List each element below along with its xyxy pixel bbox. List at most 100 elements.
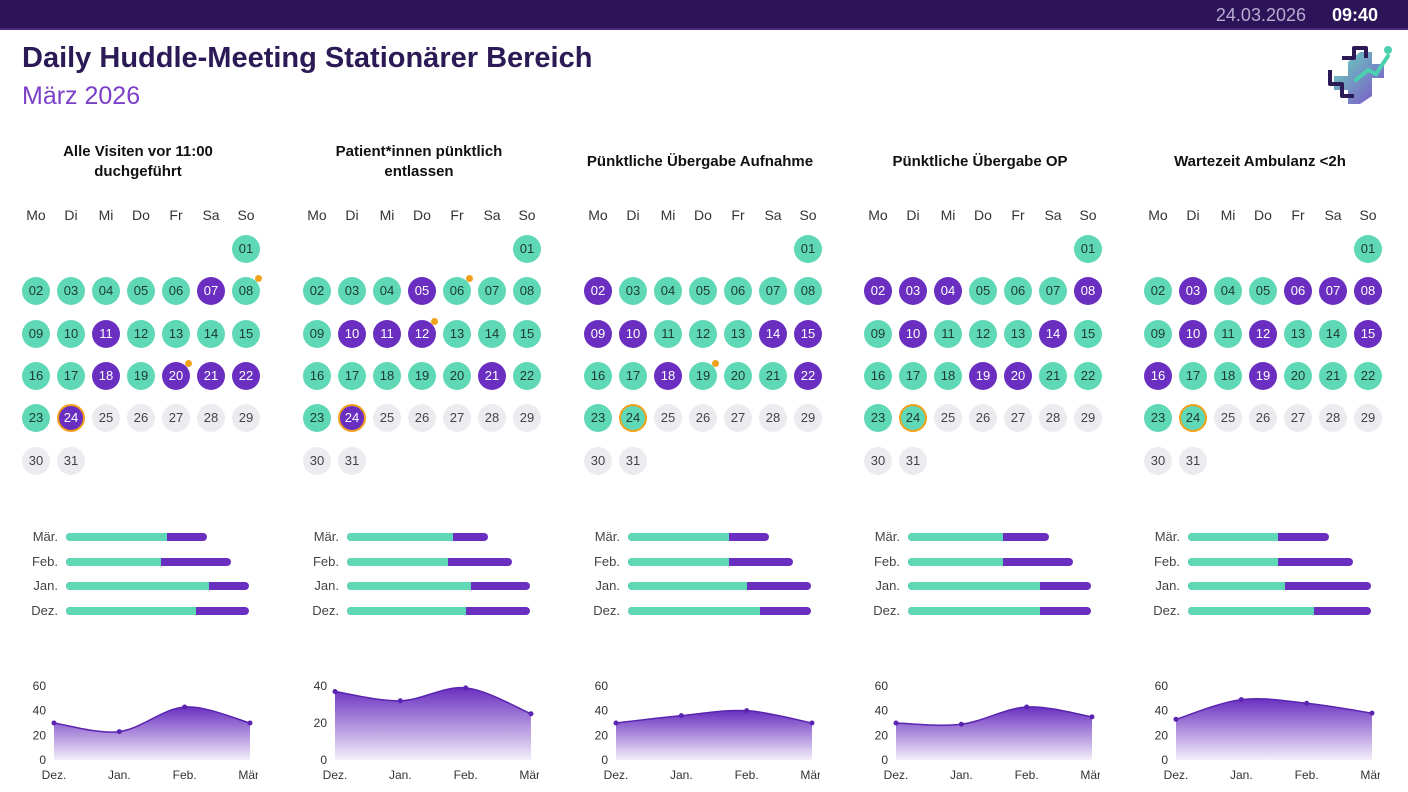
calendar-day[interactable]: 17 xyxy=(899,362,927,390)
calendar-day[interactable]: 26 xyxy=(408,404,436,432)
calendar-day[interactable]: 10 xyxy=(899,320,927,348)
calendar-day[interactable]: 12 xyxy=(408,318,438,348)
calendar-day[interactable]: 19 xyxy=(689,360,719,390)
calendar-day[interactable]: 07 xyxy=(1039,277,1067,305)
calendar-day[interactable]: 11 xyxy=(373,320,401,348)
calendar-day[interactable]: 03 xyxy=(338,277,366,305)
calendar-day[interactable]: 31 xyxy=(619,447,647,475)
calendar-day[interactable]: 24 xyxy=(57,404,85,432)
calendar-day[interactable]: 05 xyxy=(1249,277,1277,305)
calendar-day[interactable]: 11 xyxy=(934,320,962,348)
calendar-day[interactable]: 20 xyxy=(1004,362,1032,390)
calendar-day[interactable]: 30 xyxy=(584,447,612,475)
calendar-day[interactable]: 19 xyxy=(1249,362,1277,390)
calendar-day[interactable]: 07 xyxy=(197,277,225,305)
calendar-day[interactable]: 15 xyxy=(232,320,260,348)
calendar-day[interactable]: 17 xyxy=(1179,362,1207,390)
calendar-day[interactable]: 08 xyxy=(1354,277,1382,305)
calendar-day[interactable]: 31 xyxy=(1179,447,1207,475)
calendar-day[interactable]: 24 xyxy=(1179,404,1207,432)
calendar-day[interactable]: 03 xyxy=(619,277,647,305)
calendar-day[interactable]: 10 xyxy=(1179,320,1207,348)
calendar-day[interactable]: 18 xyxy=(373,362,401,390)
calendar-day[interactable]: 19 xyxy=(408,362,436,390)
calendar-day[interactable]: 18 xyxy=(934,362,962,390)
calendar-day[interactable]: 27 xyxy=(1004,404,1032,432)
calendar-day[interactable]: 24 xyxy=(338,404,366,432)
calendar-day[interactable]: 28 xyxy=(759,404,787,432)
calendar-day[interactable]: 01 xyxy=(1354,235,1382,263)
calendar-day[interactable]: 17 xyxy=(57,362,85,390)
calendar-day[interactable]: 12 xyxy=(969,320,997,348)
calendar-day[interactable]: 14 xyxy=(478,320,506,348)
calendar-day[interactable]: 21 xyxy=(759,362,787,390)
calendar-day[interactable]: 02 xyxy=(22,277,50,305)
calendar-day[interactable]: 16 xyxy=(864,362,892,390)
calendar-day[interactable]: 10 xyxy=(619,320,647,348)
calendar-day[interactable]: 29 xyxy=(513,404,541,432)
calendar-day[interactable]: 28 xyxy=(1039,404,1067,432)
calendar-day[interactable]: 22 xyxy=(513,362,541,390)
calendar-day[interactable]: 17 xyxy=(338,362,366,390)
calendar-day[interactable]: 31 xyxy=(338,447,366,475)
calendar-day[interactable]: 02 xyxy=(584,277,612,305)
calendar-day[interactable]: 13 xyxy=(162,320,190,348)
calendar-day[interactable]: 04 xyxy=(373,277,401,305)
calendar-day[interactable]: 06 xyxy=(1284,277,1312,305)
calendar-day[interactable]: 25 xyxy=(92,404,120,432)
calendar-day[interactable]: 04 xyxy=(934,277,962,305)
calendar-day[interactable]: 20 xyxy=(443,362,471,390)
calendar-day[interactable]: 04 xyxy=(654,277,682,305)
calendar-day[interactable]: 06 xyxy=(724,277,752,305)
calendar-day[interactable]: 13 xyxy=(1284,320,1312,348)
calendar-day[interactable]: 13 xyxy=(724,320,752,348)
calendar-day[interactable]: 14 xyxy=(1319,320,1347,348)
calendar-day[interactable]: 04 xyxy=(1214,277,1242,305)
calendar-day[interactable]: 14 xyxy=(759,320,787,348)
calendar-day[interactable]: 23 xyxy=(864,404,892,432)
calendar-day[interactable]: 29 xyxy=(232,404,260,432)
calendar-day[interactable]: 05 xyxy=(127,277,155,305)
calendar-day[interactable]: 01 xyxy=(1074,235,1102,263)
calendar-day[interactable]: 23 xyxy=(584,404,612,432)
calendar-day[interactable]: 31 xyxy=(899,447,927,475)
calendar-day[interactable]: 07 xyxy=(1319,277,1347,305)
calendar-day[interactable]: 15 xyxy=(513,320,541,348)
calendar-day[interactable]: 19 xyxy=(969,362,997,390)
calendar-day[interactable]: 30 xyxy=(864,447,892,475)
calendar-day[interactable]: 26 xyxy=(1249,404,1277,432)
calendar-day[interactable]: 08 xyxy=(1074,277,1102,305)
calendar-day[interactable]: 14 xyxy=(1039,320,1067,348)
calendar-day[interactable]: 25 xyxy=(1214,404,1242,432)
calendar-day[interactable]: 31 xyxy=(57,447,85,475)
calendar-day[interactable]: 22 xyxy=(794,362,822,390)
calendar-day[interactable]: 27 xyxy=(443,404,471,432)
calendar-day[interactable]: 10 xyxy=(57,320,85,348)
calendar-day[interactable]: 27 xyxy=(162,404,190,432)
calendar-day[interactable]: 03 xyxy=(1179,277,1207,305)
calendar-day[interactable]: 27 xyxy=(1284,404,1312,432)
calendar-day[interactable]: 30 xyxy=(22,447,50,475)
calendar-day[interactable]: 26 xyxy=(969,404,997,432)
calendar-day[interactable]: 08 xyxy=(232,275,262,305)
calendar-day[interactable]: 15 xyxy=(1354,320,1382,348)
calendar-day[interactable]: 21 xyxy=(197,362,225,390)
calendar-day[interactable]: 27 xyxy=(724,404,752,432)
calendar-day[interactable]: 21 xyxy=(1039,362,1067,390)
calendar-day[interactable]: 25 xyxy=(654,404,682,432)
calendar-day[interactable]: 09 xyxy=(864,320,892,348)
calendar-day[interactable]: 12 xyxy=(127,320,155,348)
calendar-day[interactable]: 18 xyxy=(92,362,120,390)
calendar-day[interactable]: 20 xyxy=(1284,362,1312,390)
calendar-day[interactable]: 26 xyxy=(689,404,717,432)
calendar-day[interactable]: 04 xyxy=(92,277,120,305)
calendar-day[interactable]: 02 xyxy=(864,277,892,305)
calendar-day[interactable]: 21 xyxy=(1319,362,1347,390)
calendar-day[interactable]: 15 xyxy=(1074,320,1102,348)
calendar-day[interactable]: 08 xyxy=(513,277,541,305)
calendar-day[interactable]: 22 xyxy=(1354,362,1382,390)
calendar-day[interactable]: 26 xyxy=(127,404,155,432)
calendar-day[interactable]: 09 xyxy=(22,320,50,348)
calendar-day[interactable]: 07 xyxy=(759,277,787,305)
calendar-day[interactable]: 29 xyxy=(1074,404,1102,432)
